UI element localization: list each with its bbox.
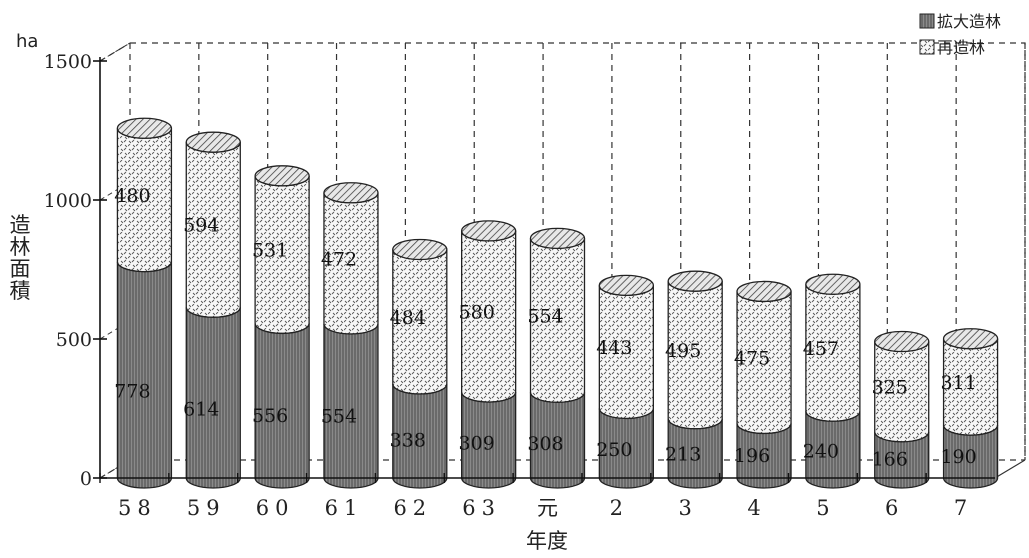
cylinder-cap [667,270,723,292]
value-label-saizorin: 457 [803,338,839,360]
value-label-kakudaizorin: 614 [183,399,219,421]
bar-segment-kakudaizorin [461,391,517,489]
x-tick-label: 62 [393,496,432,520]
cylinder-61: 472 554 [321,182,379,489]
x-tick-label: 60 [256,496,295,520]
y-tick-label: 1500 [44,51,92,73]
legend-label: 再造林 [937,38,985,57]
cylinder-3: 495 213 [665,270,723,489]
value-label-saizorin: 495 [665,340,701,362]
x-tick-label: 4 [747,496,766,520]
cylinder-62: 484 338 [390,238,448,489]
cylinder-cap [254,165,310,187]
cylinder-cap [185,131,241,153]
floor-right-edge [994,459,1026,479]
bar-segment-kakudaizorin [529,392,586,489]
value-label-kakudaizorin: 250 [596,439,632,461]
x-tick-label: 2 [610,496,629,520]
cylinder-元: 554 308 [527,227,586,489]
y-depth-tick [99,42,131,62]
value-label-kakudaizorin: 554 [321,405,357,427]
cylinder-cap [392,238,448,261]
bars-layer: 480 778 594 614 531 556 472 554 484 338 580 309 554 3… [114,117,999,489]
x-tick-label: 61 [325,496,364,520]
value-label-saizorin: 472 [321,248,357,270]
value-label-saizorin: 475 [734,347,770,369]
y-tick-label: 0 [80,468,92,490]
value-label-saizorin: 325 [872,377,908,399]
bar-segment-kakudaizorin [254,323,310,489]
legend-label: 拡大造林 [937,12,1001,31]
bar-segment-kakudaizorin [323,323,379,489]
value-label-saizorin: 484 [390,307,426,329]
value-label-kakudaizorin: 778 [114,380,150,402]
value-label-kakudaizorin: 196 [734,445,770,467]
value-label-kakudaizorin: 308 [527,433,563,455]
value-label-kakudaizorin: 240 [803,440,839,462]
plot-frame [99,42,1026,479]
value-label-kakudaizorin: 309 [459,433,495,455]
bar-segment-kakudaizorin [185,307,241,489]
cylinder-cap [323,182,379,204]
bar-segment-kakudaizorin [667,418,723,489]
value-label-saizorin: 480 [114,185,150,207]
x-tick-label: 元 [537,496,564,520]
x-tick-label: 6 [885,496,904,520]
axes-layer: 0 500 1000 1500 58 59 60 61 62 63 元 2 3 4 5 6 7 [44,51,995,520]
bar-segment-kakudaizorin [942,425,999,489]
cylinder-59: 594 614 [183,131,241,489]
cylinder-cap [461,220,517,242]
y-unit-label: ha [16,31,38,52]
y-axis-title: 造林面積 [10,213,31,303]
x-tick-label: 63 [462,496,501,520]
value-label-saizorin: 531 [252,240,288,262]
bar-segment-kakudaizorin [116,261,173,489]
value-label-saizorin: 311 [940,372,976,394]
value-label-kakudaizorin: 166 [872,449,908,471]
legend-swatch [919,13,935,29]
value-label-kakudaizorin: 556 [252,405,288,427]
bar-segment-kakudaizorin [736,423,792,489]
y-tick-label: 500 [56,329,92,351]
cylinder-60: 531 556 [252,165,310,489]
cylinder-cap [598,274,654,296]
y-tick-label: 1000 [44,190,92,212]
cylinder-cap [116,117,173,139]
cylinder-cap [736,280,792,303]
x-tick-label: 3 [679,496,698,520]
value-label-saizorin: 443 [596,337,632,359]
cylinder-63: 580 309 [459,220,517,489]
cylinder-cap [942,328,999,350]
value-label-saizorin: 594 [183,215,219,237]
cylinder-6: 325 166 [872,330,930,489]
bar-segment-kakudaizorin [874,431,930,489]
cylinder-cap [874,330,930,353]
bar-segment-kakudaizorin [805,411,861,489]
top-left-edge [99,42,131,62]
cylinder-cap [529,227,586,250]
x-tick-label: 58 [118,496,157,520]
cylinder-7: 311 190 [940,328,999,489]
bar-segment-kakudaizorin [598,408,654,489]
cylinder-58: 480 778 [114,117,173,489]
x-tick-label: 5 [816,496,835,520]
floor-left-edge [99,459,131,479]
value-label-kakudaizorin: 338 [390,429,426,451]
x-tick-label: 7 [954,496,973,520]
cylinder-5: 457 240 [803,273,861,489]
legend-swatch [919,39,935,55]
value-label-saizorin: 554 [527,305,563,327]
value-label-kakudaizorin: 213 [665,443,701,465]
x-axis-title: 年度 [526,529,568,553]
value-label-kakudaizorin: 190 [940,446,976,468]
bar-segment-kakudaizorin [392,383,448,489]
x-tick-label: 59 [187,496,226,520]
cylinder-4: 475 196 [734,280,792,489]
value-label-saizorin: 580 [459,301,495,323]
cylinder-2: 443 250 [596,274,654,489]
cylinder-cap [805,273,861,295]
